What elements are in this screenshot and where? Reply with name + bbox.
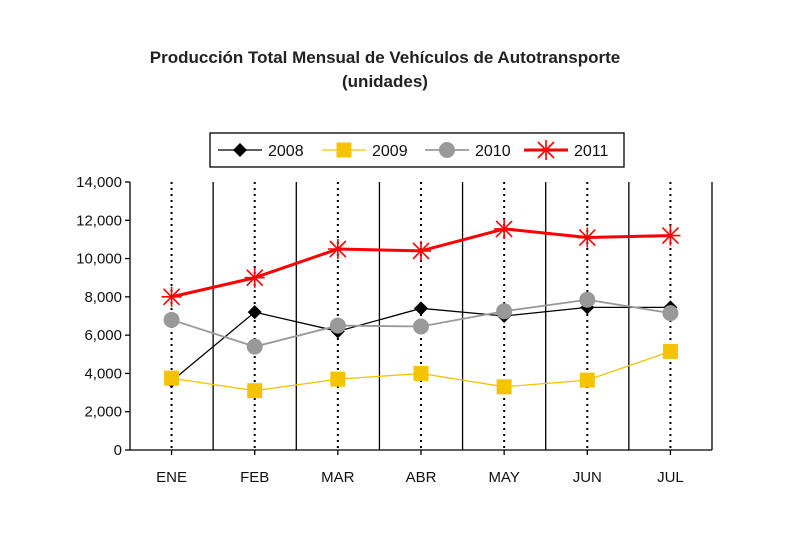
data-point xyxy=(662,343,678,359)
data-point xyxy=(496,379,512,395)
data-point xyxy=(577,227,598,248)
chart-subtitle: (unidades) xyxy=(342,72,428,91)
legend-label: 2009 xyxy=(372,143,408,160)
x-tick-label: JUL xyxy=(657,469,684,486)
data-point xyxy=(247,383,263,399)
series-line xyxy=(171,227,671,299)
y-tick-label: 12,000 xyxy=(76,212,122,229)
series-2009 xyxy=(164,343,678,399)
legend-label: 2010 xyxy=(475,143,511,160)
x-tick-label: MAR xyxy=(321,469,355,486)
y-tick-label: 4,000 xyxy=(84,365,122,382)
legend-marker xyxy=(439,142,455,158)
series-2010 xyxy=(163,291,679,355)
legend-marker xyxy=(336,142,352,158)
y-tick-label: 2,000 xyxy=(84,404,122,421)
y-tick-label: 10,000 xyxy=(76,251,122,268)
data-point xyxy=(413,365,429,381)
legend-marker xyxy=(536,140,556,160)
data-point xyxy=(662,305,679,322)
legend-marker xyxy=(233,143,247,157)
data-point xyxy=(660,225,681,246)
data-point xyxy=(247,305,262,320)
series-2011 xyxy=(161,218,681,307)
x-tick-label: ENE xyxy=(156,469,187,486)
chart-title: Producción Total Mensual de Vehículos de… xyxy=(149,48,621,67)
y-tick-label: 14,000 xyxy=(76,174,122,191)
data-point xyxy=(579,291,596,308)
data-point xyxy=(494,218,515,239)
y-tick-label: 6,000 xyxy=(84,327,122,344)
data-point xyxy=(246,338,263,355)
data-point xyxy=(414,301,428,316)
y-tick-label: 8,000 xyxy=(84,289,122,306)
legend: 2008 2009 2010 2011 xyxy=(209,132,625,168)
legend-label: 2008 xyxy=(268,143,304,160)
x-tick-label: FEB xyxy=(240,469,269,486)
y-tick-label: 0 xyxy=(114,442,122,459)
data-point xyxy=(330,371,346,387)
data-point xyxy=(163,311,180,328)
chart-title-block: Producción Total Mensual de Vehículos de… xyxy=(0,46,770,94)
data-point xyxy=(327,239,348,259)
x-tick-label: ABR xyxy=(406,469,437,486)
data-point xyxy=(579,372,595,388)
data-point xyxy=(161,286,182,307)
data-point xyxy=(413,318,429,335)
data-point xyxy=(411,240,431,261)
data-point xyxy=(244,267,265,288)
data-point xyxy=(496,303,513,320)
legend-label: 2011 xyxy=(574,143,609,160)
x-tick-label: MAY xyxy=(488,469,519,486)
data-point xyxy=(164,370,180,386)
data-point xyxy=(329,317,346,334)
x-tick-label: JUN xyxy=(573,469,602,486)
